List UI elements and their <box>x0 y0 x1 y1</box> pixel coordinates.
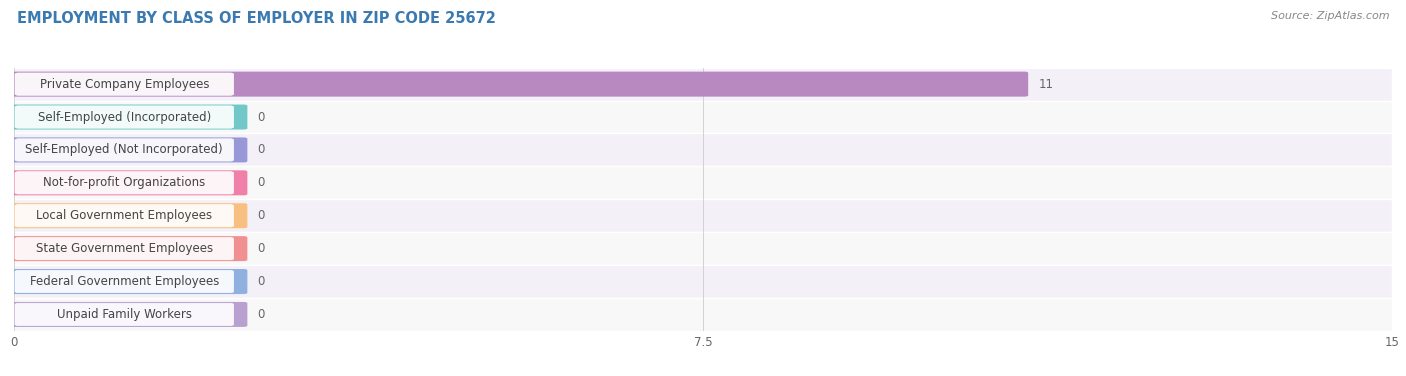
Text: 0: 0 <box>257 308 264 321</box>
Text: 0: 0 <box>257 143 264 156</box>
FancyBboxPatch shape <box>10 302 247 327</box>
Text: Self-Employed (Incorporated): Self-Employed (Incorporated) <box>38 111 211 124</box>
Text: 0: 0 <box>257 275 264 288</box>
Text: Self-Employed (Not Incorporated): Self-Employed (Not Incorporated) <box>25 143 224 156</box>
Text: EMPLOYMENT BY CLASS OF EMPLOYER IN ZIP CODE 25672: EMPLOYMENT BY CLASS OF EMPLOYER IN ZIP C… <box>17 11 496 26</box>
FancyBboxPatch shape <box>10 138 247 162</box>
Text: 11: 11 <box>1038 77 1053 91</box>
Text: Unpaid Family Workers: Unpaid Family Workers <box>56 308 191 321</box>
FancyBboxPatch shape <box>14 101 1392 133</box>
FancyBboxPatch shape <box>15 106 233 128</box>
Text: Source: ZipAtlas.com: Source: ZipAtlas.com <box>1271 11 1389 21</box>
FancyBboxPatch shape <box>10 203 247 228</box>
Text: 0: 0 <box>257 242 264 255</box>
FancyBboxPatch shape <box>15 172 233 194</box>
Text: 0: 0 <box>257 176 264 190</box>
Text: 0: 0 <box>257 111 264 124</box>
FancyBboxPatch shape <box>10 236 247 261</box>
FancyBboxPatch shape <box>14 298 1392 331</box>
Text: Local Government Employees: Local Government Employees <box>37 209 212 222</box>
FancyBboxPatch shape <box>14 265 1392 298</box>
FancyBboxPatch shape <box>10 269 247 294</box>
FancyBboxPatch shape <box>14 232 1392 265</box>
FancyBboxPatch shape <box>15 139 233 161</box>
FancyBboxPatch shape <box>14 68 1392 101</box>
FancyBboxPatch shape <box>15 238 233 260</box>
FancyBboxPatch shape <box>15 303 233 326</box>
FancyBboxPatch shape <box>10 170 247 196</box>
FancyBboxPatch shape <box>15 73 233 95</box>
Text: Private Company Employees: Private Company Employees <box>39 77 209 91</box>
Text: 0: 0 <box>257 209 264 222</box>
FancyBboxPatch shape <box>14 199 1392 232</box>
FancyBboxPatch shape <box>10 72 1028 97</box>
Text: Not-for-profit Organizations: Not-for-profit Organizations <box>44 176 205 190</box>
Text: State Government Employees: State Government Employees <box>35 242 212 255</box>
FancyBboxPatch shape <box>15 205 233 227</box>
FancyBboxPatch shape <box>14 167 1392 199</box>
Text: Federal Government Employees: Federal Government Employees <box>30 275 219 288</box>
FancyBboxPatch shape <box>10 105 247 129</box>
FancyBboxPatch shape <box>15 270 233 293</box>
FancyBboxPatch shape <box>14 133 1392 167</box>
